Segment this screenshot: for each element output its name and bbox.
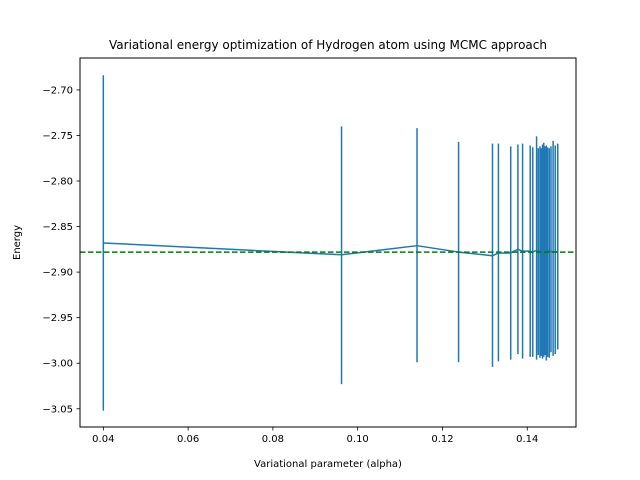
x-tick-label-2: 0.06 [177,434,199,445]
x-axis: 0.04 0.06 0.08 0.10 0.12 0.14 [92,427,538,445]
y-tick-label-6: −2.95 [42,313,73,324]
x-tick-label-1: 0.04 [92,434,114,445]
y-tick-label-7: −3.00 [42,359,73,370]
x-tick-label-3: 0.08 [262,434,284,445]
x-tick-label-5: 0.12 [431,434,453,445]
x-tick-label-6: 0.14 [516,434,538,445]
plot-area [80,75,576,411]
y-tick-label-2: −2.75 [42,131,73,142]
chart-title: Variational energy optimization of Hydro… [109,38,547,52]
y-tick-label-8: −3.05 [42,404,73,415]
y-axis-label: Energy [12,225,23,260]
y-tick-label-3: −2.80 [42,177,73,188]
y-axis: −2.70 −2.75 −2.80 −2.85 −2.90 −2.95 −3.00 −3.05 [42,85,80,415]
y-tick-label-1: −2.70 [42,85,73,96]
x-axis-label: Variational parameter (alpha) [254,459,402,470]
y-tick-label-5: −2.90 [42,268,73,279]
x-tick-label-4: 0.10 [347,434,369,445]
axes-frame [79,57,577,428]
y-tick-label-4: −2.85 [42,222,73,233]
